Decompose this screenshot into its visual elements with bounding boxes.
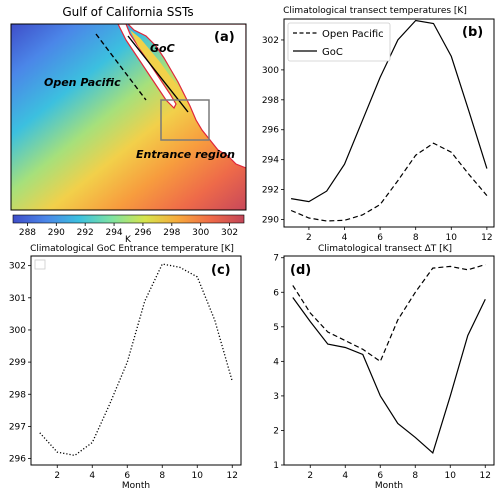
- panel-d-x-ticks: 2 4 6 8 10 12: [307, 465, 491, 481]
- panel-d-series: [292, 264, 486, 454]
- annotation-open-pacific: Open Pacific: [44, 76, 121, 89]
- x-tick-label: 12: [481, 233, 492, 243]
- y-tick-label: 298: [262, 96, 279, 106]
- panel-b-y-ticks: 290 292 294 296 298 300 302: [262, 36, 284, 226]
- x-tick-label: 2: [306, 233, 312, 243]
- colorbar-bar: [12, 214, 245, 224]
- panel-c-label: (c): [211, 263, 231, 278]
- panel-d: Climatological transect ΔT [K] 2 4 6 8 10 12 …: [273, 244, 495, 491]
- x-tick-label: 2: [54, 471, 60, 481]
- panel-d-xlabel: Month: [375, 481, 403, 491]
- panel-c: Climatological GoC Entrance temperature …: [9, 244, 242, 491]
- panel-d-title: Climatological transect ΔT [K]: [318, 244, 452, 254]
- panel-b-title: Climatological transect temperatures [K]: [283, 6, 467, 16]
- x-tick-label: 6: [377, 233, 383, 243]
- panel-d-axes-frame: [283, 255, 495, 466]
- x-tick-label: 4: [89, 471, 95, 481]
- colorbar-tick-label: 288: [19, 228, 36, 238]
- y-tick-label: 296: [9, 455, 26, 465]
- panel-c-axes-frame: [30, 255, 242, 466]
- x-tick-label: 6: [124, 471, 130, 481]
- colorbar-tick-label: 296: [134, 228, 151, 238]
- x-tick-label: 8: [412, 471, 418, 481]
- panel-a-label: (a): [214, 30, 235, 45]
- panel-d-label: (d): [290, 263, 311, 278]
- panel-b-axes-frame: [283, 18, 495, 228]
- x-tick-label: 8: [159, 471, 165, 481]
- x-tick-label: 4: [342, 233, 348, 243]
- y-tick-label: 6: [273, 288, 279, 298]
- y-tick-label: 290: [262, 216, 279, 226]
- y-tick-label: 298: [9, 390, 26, 400]
- series-line-dotted-0: [39, 263, 233, 457]
- colorbar-tick-label: 300: [192, 228, 209, 238]
- x-tick-label: 8: [413, 233, 419, 243]
- x-tick-label: 12: [480, 471, 491, 481]
- colorbar-tick-label: 290: [48, 228, 65, 238]
- series-line-dashed-0: [292, 264, 486, 363]
- x-tick-label: 2: [307, 471, 313, 481]
- colorbar-tick-label: 298: [163, 228, 180, 238]
- y-tick-label: 300: [9, 326, 26, 336]
- land-baja-peninsula: [117, 24, 177, 110]
- y-tick-label: 4: [273, 357, 279, 367]
- y-tick-label: 3: [273, 392, 279, 402]
- map-frame: [10, 23, 247, 211]
- panel-a-title: Gulf of California SSTs: [62, 5, 193, 19]
- land-mainland: [127, 24, 246, 169]
- series-line-open-pacific: [290, 142, 488, 222]
- x-tick-label: 10: [445, 471, 457, 481]
- panel-a: Gulf of California SSTs GoC Open Pacific…: [10, 5, 247, 245]
- y-tick-label: 296: [262, 126, 279, 136]
- transect-open-pacific-line: [95, 33, 147, 101]
- panel-b-label: (b): [462, 25, 483, 40]
- y-tick-label: 5: [273, 323, 279, 333]
- panel-c-series: [39, 263, 233, 457]
- x-tick-label: 4: [342, 471, 348, 481]
- panel-c-xlabel: Month: [122, 481, 150, 491]
- x-tick-label: 6: [377, 471, 383, 481]
- panel-b-x-ticks: 2 4 6 8 10 12: [306, 227, 493, 243]
- y-tick-label: 292: [262, 186, 279, 196]
- colorbar-tick-label: 292: [77, 228, 94, 238]
- colorbar: 288 290 292 294 296 298 300 302 K: [12, 214, 245, 245]
- legend-label-open-pacific: Open Pacific: [322, 29, 384, 40]
- y-tick-label: 294: [262, 156, 279, 166]
- colorbar-label: K: [125, 235, 132, 245]
- y-tick-label: 299: [9, 358, 26, 368]
- series-line-solid-1: [292, 297, 486, 454]
- annotation-entrance-region: Entrance region: [136, 148, 235, 161]
- panel-c-legend-empty: [34, 259, 46, 270]
- panel-b-legend: Open Pacific GoC: [287, 22, 391, 62]
- legend-label-goc: GoC: [322, 47, 343, 58]
- y-tick-label: 2: [273, 426, 279, 436]
- annotation-goc: GoC: [150, 42, 175, 55]
- panel-b: Climatological transect temperatures [K]…: [262, 6, 495, 243]
- x-tick-label: 10: [192, 471, 204, 481]
- y-tick-label: 1: [273, 461, 279, 471]
- x-tick-label: 10: [446, 233, 458, 243]
- entrance-region-box: [160, 99, 210, 141]
- colorbar-tick-label: 294: [105, 228, 122, 238]
- y-tick-label: 301: [9, 294, 26, 304]
- y-tick-label: 302: [9, 262, 26, 272]
- panel-d-y-ticks: 1 2 3 4 5 6 7: [273, 254, 284, 471]
- x-tick-label: 12: [227, 471, 238, 481]
- y-tick-label: 7: [273, 254, 279, 264]
- y-tick-label: 300: [262, 66, 279, 76]
- colorbar-ticks: 288 290 292 294 296 298 300 302: [19, 223, 238, 238]
- panel-c-title: Climatological GoC Entrance temperature …: [30, 244, 234, 254]
- panel-c-x-ticks: 2 4 6 8 10 12: [54, 465, 238, 481]
- y-tick-label: 302: [262, 36, 279, 46]
- y-tick-label: 297: [9, 422, 26, 432]
- panel-c-y-ticks: 296 297 298 299 300 301 302: [9, 262, 31, 465]
- gulf-of-california-water: [130, 30, 186, 104]
- colorbar-tick-label: 302: [221, 228, 238, 238]
